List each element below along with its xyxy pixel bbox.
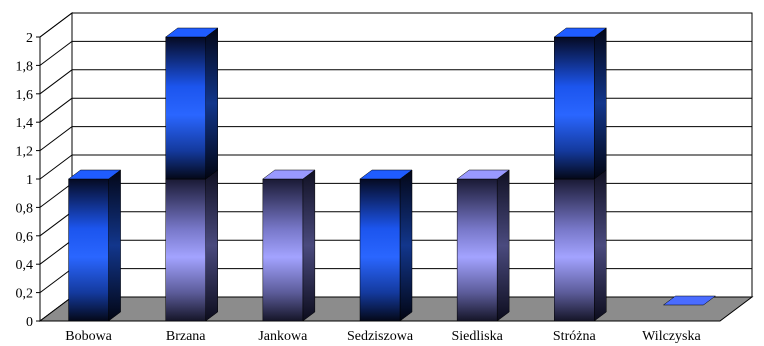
y-tick-label: 0,8 [16,201,34,216]
gridline-side [39,154,73,180]
bar-side [205,27,218,180]
gridline-side [39,41,73,66]
gridline-side [39,211,73,237]
bar-top [164,27,219,38]
y-tick-label: 2 [26,31,33,46]
bar [456,178,498,322]
bar [165,36,206,180]
bar-side [594,169,607,322]
x-category-label: Bobowa [65,329,112,344]
y-tick-label: 0,2 [16,287,34,302]
bar-side [302,169,316,322]
x-category-label: Jankowa [258,329,308,344]
gridline-side [39,239,73,265]
bar-group [456,169,510,322]
bar-top [456,169,510,180]
x-category-label: Wilczyska [642,329,701,344]
gridline-side [39,182,73,208]
bar [554,36,595,180]
y-tick-label: 1,4 [16,116,34,131]
y-tick-labels: 0 0,2 0,4 0,6 0,8 1 1,2 1,4 1,6 1,8 2 [16,31,34,330]
x-category-label: Sedziszowa [347,329,414,344]
y-tick-label: 0,4 [16,258,34,273]
y-tick-label: 1,6 [16,88,34,103]
bar-side [496,169,510,322]
x-category-labels: Bobowa Brzana Jankowa Sedziszowa Siedliska St… [65,329,701,344]
bar-top [262,169,316,180]
gridline-side [39,97,73,123]
x-category-label: Stróżna [553,329,597,344]
bar-top [553,27,608,38]
bar-group [262,169,316,322]
bar-group [67,169,122,322]
bar-group [553,27,608,322]
y-tick-label: 1,8 [16,59,34,74]
bar-top [67,169,122,180]
bar-side [108,169,121,322]
x-category-label: Brzana [166,329,206,344]
bar [262,178,304,322]
bar-group [359,169,413,322]
bar-top [359,169,413,180]
gridline-side [39,12,73,38]
bar [554,178,595,322]
y-tick-label: 1 [26,173,33,188]
bar-side [205,169,218,322]
bar [68,178,109,322]
gridline-side [39,268,73,294]
bar-side [399,169,413,322]
bar-top [662,295,717,306]
bar-group [662,295,717,306]
bars [67,27,717,322]
bar-group [164,27,219,322]
bar [359,178,401,322]
gridline-side [39,69,73,95]
y-tick-label: 0,6 [16,230,34,245]
y-tick-label: 0 [26,315,33,330]
gridline-side [39,126,73,152]
x-category-label: Siedliska [451,329,503,344]
bar-side [594,27,607,180]
y-tick-label: 1,2 [16,145,34,160]
bar [165,178,206,322]
